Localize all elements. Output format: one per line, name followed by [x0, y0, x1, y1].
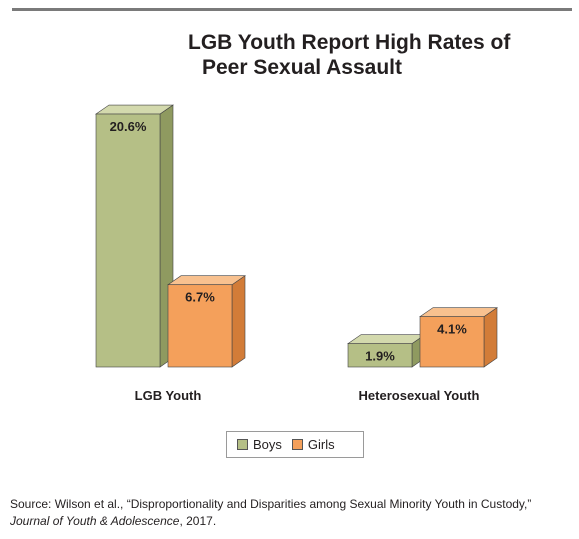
top-rule	[12, 8, 572, 11]
chart-title-line-1: LGB Youth Report High Rates of	[188, 31, 511, 54]
category-label-heterosexual-youth: Heterosexual Youth	[359, 388, 480, 403]
legend-item-girls: Girls	[291, 437, 335, 452]
source-journal: Journal of Youth & Adolescence	[10, 514, 180, 528]
legend-swatch-girls	[291, 439, 303, 450]
data-label-girls-lgb-youth: 6.7%	[185, 290, 215, 305]
data-label-girls-heterosexual-youth: 4.1%	[437, 322, 467, 337]
bar-top-girls-lgb-youth	[167, 275, 246, 286]
category-label-lgb-youth: LGB Youth	[135, 388, 202, 403]
legend-item-boys: Boys	[237, 437, 282, 452]
bar-boys-lgb-youth	[95, 113, 161, 368]
bar-top-girls-heterosexual-youth	[419, 307, 498, 317]
data-label-boys-heterosexual-youth: 1.9%	[365, 349, 395, 364]
bar-chart: 20.6% 6.7% 1.9% 4.1% LGB Youth Heterosexual Y…	[95, 104, 498, 403]
source-year: , 2017.	[179, 514, 217, 528]
legend-label-girls: Girls	[307, 437, 335, 452]
legend-swatch-boys	[237, 439, 248, 450]
legend-label-boys: Boys	[253, 437, 282, 452]
bar-girls-heterosexual-youth	[419, 316, 485, 368]
bar-top-boys-heterosexual-youth	[347, 334, 426, 344]
source-prefix: Source: Wilson et al., “Disproportionali…	[10, 497, 532, 511]
data-label-boys-lgb-youth: 20.6%	[110, 119, 147, 134]
bar-boys-heterosexual-youth	[347, 343, 413, 368]
bar-side-girls-heterosexual-youth	[483, 307, 498, 368]
chart-title-line-2: Peer Sexual Assault	[202, 56, 402, 79]
source-note: Source: Wilson et al., “Disproportionali…	[10, 496, 575, 530]
bar-top-boys-lgb-youth	[95, 104, 174, 115]
chart-legend: Boys Girls	[226, 431, 364, 458]
bar-side-girls-lgb-youth	[231, 275, 246, 368]
bar-girls-lgb-youth	[167, 284, 233, 368]
